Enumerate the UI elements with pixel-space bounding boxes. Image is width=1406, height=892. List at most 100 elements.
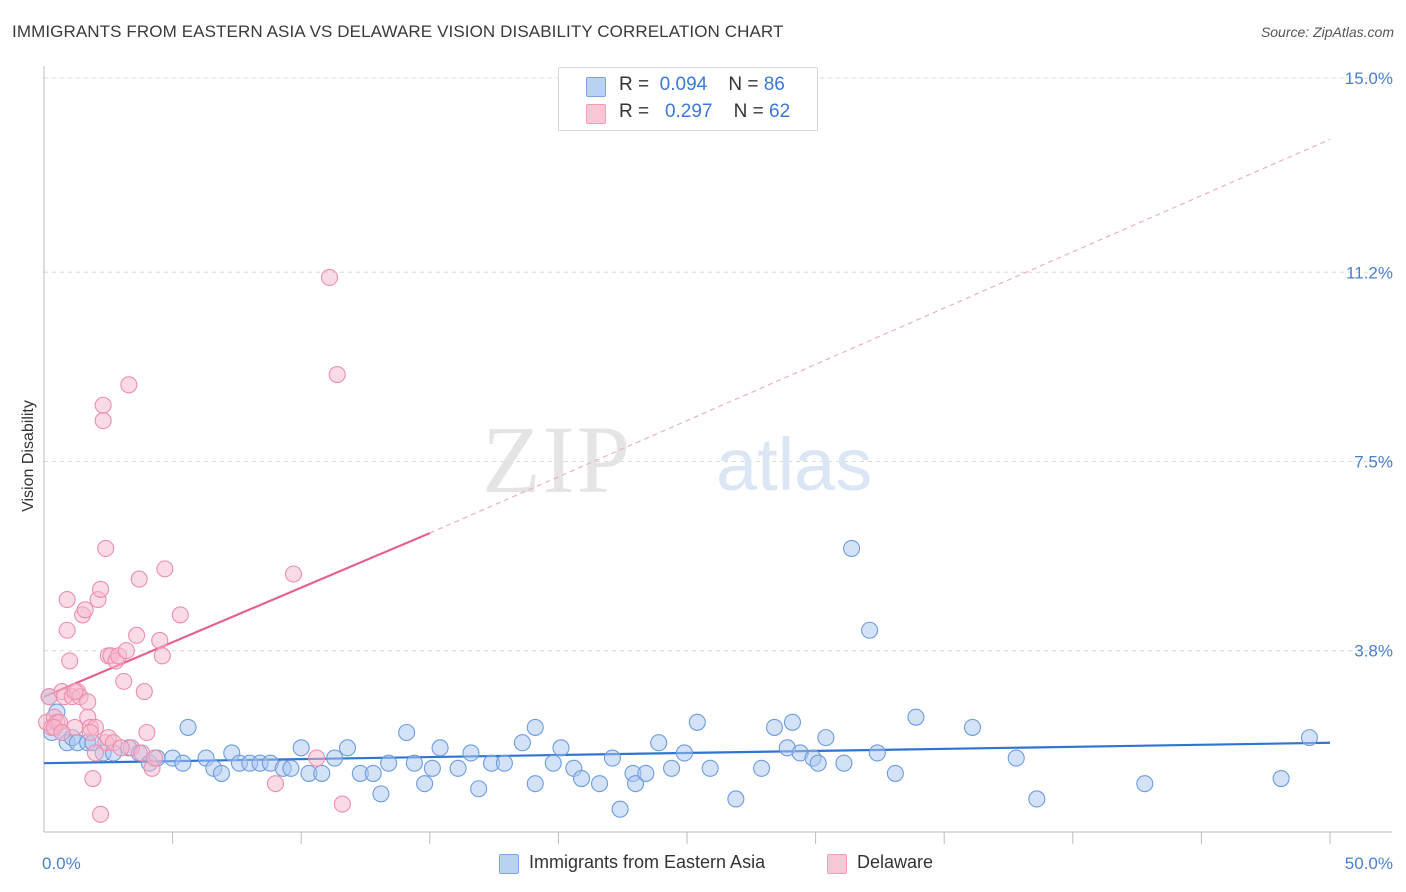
blue-point bbox=[449, 759, 467, 777]
blue-point bbox=[688, 713, 706, 731]
x-tick-label: 0.0% bbox=[42, 854, 81, 873]
blue-point bbox=[650, 734, 668, 752]
r-label: R = bbox=[619, 101, 650, 122]
pink-point bbox=[94, 412, 112, 430]
blue-point bbox=[817, 729, 835, 747]
pink-trend-extension bbox=[429, 138, 1331, 534]
blue-swatch bbox=[499, 854, 519, 874]
pink-point bbox=[328, 366, 346, 384]
pink-point bbox=[138, 723, 156, 742]
blue-point bbox=[423, 759, 441, 777]
n-label: N = bbox=[728, 74, 759, 95]
pink-point bbox=[112, 739, 130, 757]
n-value: 86 bbox=[763, 74, 785, 95]
watermark-atlas: atlas bbox=[716, 423, 872, 506]
pink-point bbox=[156, 560, 174, 578]
bottom-legend-label-pink: Delaware bbox=[857, 852, 934, 872]
watermark: ZIP atlas bbox=[482, 406, 872, 513]
r-value: 0.094 bbox=[659, 74, 708, 95]
blue-point bbox=[835, 754, 853, 772]
pink-point bbox=[120, 376, 138, 394]
blue-point bbox=[907, 708, 925, 726]
pink-point bbox=[115, 672, 133, 690]
stats-legend: R = 0.094 N = 86 R = 0.297 N = 62 bbox=[558, 67, 818, 131]
blue-point bbox=[495, 754, 513, 772]
blue-point bbox=[591, 775, 609, 793]
blue-point bbox=[963, 718, 982, 736]
blue-point bbox=[526, 775, 544, 793]
r-value: 0.297 bbox=[664, 101, 713, 122]
pink-point bbox=[81, 723, 99, 742]
pink-point bbox=[266, 775, 285, 793]
pink-point bbox=[151, 631, 169, 650]
blue-point bbox=[179, 718, 197, 736]
blue-point bbox=[364, 764, 382, 782]
source-credit: Source: ZipAtlas.com bbox=[1260, 24, 1394, 40]
blue-point bbox=[603, 749, 621, 767]
blue-point bbox=[765, 718, 783, 736]
blue-point bbox=[338, 739, 357, 757]
blue-point bbox=[431, 739, 449, 757]
blue-point bbox=[675, 744, 693, 762]
blue-point bbox=[398, 723, 416, 742]
bottom-legend-label-blue: Immigrants from Eastern Asia bbox=[529, 852, 766, 872]
blue-point bbox=[843, 539, 861, 557]
blue-point bbox=[701, 759, 719, 777]
blue-point bbox=[462, 744, 480, 762]
blue-point bbox=[212, 764, 231, 782]
pink-swatch bbox=[586, 104, 606, 124]
blue-point bbox=[753, 759, 771, 777]
blue-point bbox=[886, 764, 904, 782]
blue-point bbox=[861, 621, 879, 639]
pink-point bbox=[58, 591, 76, 609]
y-tick-label: 11.2% bbox=[1346, 263, 1393, 282]
y-tick-label: 3.8% bbox=[1354, 642, 1393, 661]
blue-point bbox=[1007, 749, 1025, 767]
r-label: R = bbox=[619, 74, 650, 95]
pink-point bbox=[153, 647, 171, 665]
y-tick-label: 7.5% bbox=[1354, 453, 1393, 472]
blue-point bbox=[326, 749, 344, 767]
pink-point bbox=[333, 795, 351, 813]
blue-point bbox=[783, 713, 802, 731]
y-axis-label: Vision Disability bbox=[20, 400, 37, 512]
blue-point bbox=[416, 775, 434, 793]
blue-point bbox=[611, 800, 629, 818]
blue-point bbox=[470, 780, 488, 798]
y-tick-label: 15.0% bbox=[1345, 69, 1393, 88]
pink-point bbox=[97, 539, 115, 557]
blue-point bbox=[627, 775, 645, 793]
pink-point bbox=[76, 601, 94, 619]
blue-point bbox=[380, 754, 398, 772]
legend-text-blue: R = 0.094 N = 86 bbox=[619, 74, 785, 96]
blue-point bbox=[637, 764, 655, 782]
legend-row-blue: R = 0.094 N = 86 bbox=[559, 74, 817, 100]
blue-point bbox=[292, 739, 310, 757]
chart-title: IMMIGRANTS FROM EASTERN ASIA VS DELAWARE… bbox=[12, 22, 784, 41]
blue-point bbox=[727, 790, 745, 808]
data-points bbox=[38, 268, 1318, 823]
pink-point bbox=[86, 744, 104, 762]
pink-point bbox=[128, 626, 146, 644]
trend-lines bbox=[43, 138, 1331, 765]
blue-swatch bbox=[586, 77, 606, 97]
pink-point bbox=[308, 749, 326, 767]
pink-swatch bbox=[827, 854, 847, 874]
pink-point bbox=[61, 652, 79, 670]
legend-text-pink: R = 0.297 N = 62 bbox=[619, 101, 790, 123]
pink-point bbox=[92, 805, 110, 823]
pink-point bbox=[58, 621, 76, 639]
blue-point bbox=[1028, 790, 1046, 808]
blue-point bbox=[809, 754, 827, 772]
axes bbox=[43, 66, 1392, 844]
blue-point bbox=[513, 734, 531, 752]
blue-point bbox=[1136, 775, 1154, 793]
blue-point bbox=[526, 718, 544, 736]
legend-row-pink: R = 0.297 N = 62 bbox=[559, 101, 817, 127]
pink-point bbox=[94, 396, 112, 414]
pink-point bbox=[320, 268, 339, 286]
n-value: 62 bbox=[769, 101, 791, 122]
blue-point bbox=[405, 754, 423, 772]
blue-point bbox=[313, 764, 331, 782]
